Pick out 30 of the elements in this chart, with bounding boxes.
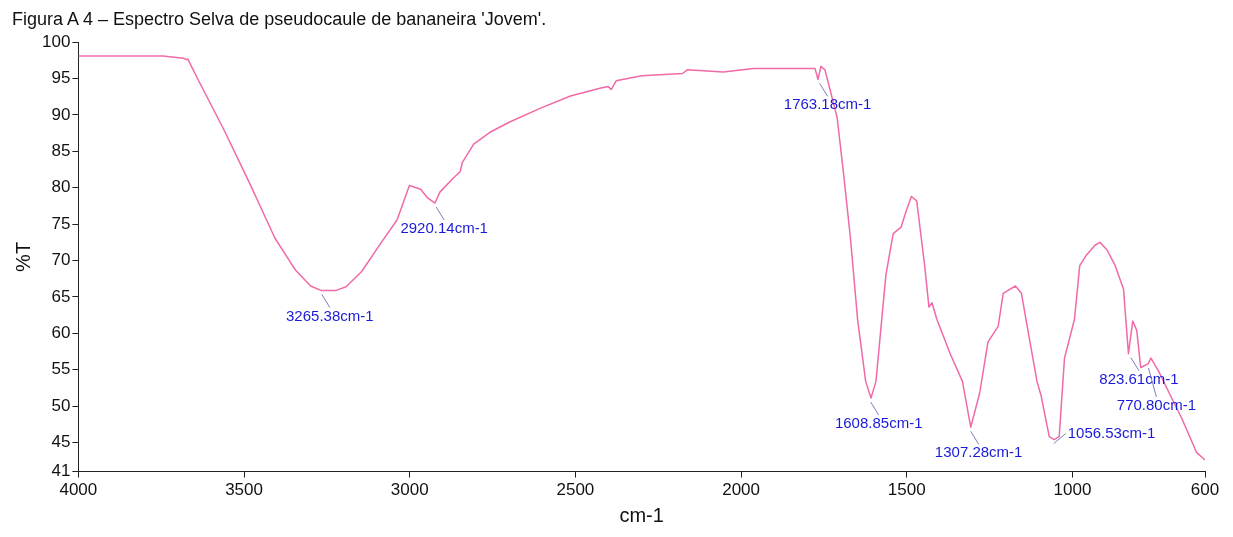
y-tick-label: 45 xyxy=(51,432,71,452)
annotation: 1056.53cm-1 xyxy=(1067,423,1156,441)
x-axis-title: cm-1 xyxy=(619,503,664,526)
annotation: 2920.14cm-1 xyxy=(400,219,488,237)
y-tick-label: 95 xyxy=(51,68,71,88)
y-tick-label: 70 xyxy=(51,250,71,270)
x-tick-label: 1000 xyxy=(1053,480,1092,500)
x-tick-label: 3000 xyxy=(390,480,429,500)
x-tick-label: 2500 xyxy=(556,480,595,500)
y-tick-label: 90 xyxy=(51,104,71,124)
y-tick-label: 65 xyxy=(51,286,71,306)
x-tick-label: 3500 xyxy=(225,480,263,500)
annotation: 3265.38cm-1 xyxy=(286,306,374,324)
y-tick-label: 41 xyxy=(51,461,71,481)
y-tick-label: 60 xyxy=(51,323,71,343)
y-tick-label: 55 xyxy=(51,359,71,379)
y-tick-label: 85 xyxy=(51,141,71,161)
y-tick-label: 80 xyxy=(51,177,71,197)
annotation: 1307.28cm-1 xyxy=(934,443,1023,461)
annotation: 1763.18cm-1 xyxy=(783,95,872,113)
y-tick-label: 75 xyxy=(51,213,71,233)
x-tick-label: 1500 xyxy=(887,480,926,500)
x-tick-label: 2000 xyxy=(722,480,761,500)
x-tick-label: 600 xyxy=(1190,480,1220,500)
y-axis-title: %T xyxy=(11,241,34,272)
y-tick-label: 100 xyxy=(41,31,71,51)
y-tick-label: 50 xyxy=(51,395,71,415)
x-tick-label: 4000 xyxy=(59,480,98,500)
chart-title: Figura A 4 – Espectro Selva de pseudocaule de bananeira 'Jovem'. xyxy=(11,8,548,30)
annotation: 1608.85cm-1 xyxy=(834,414,923,432)
